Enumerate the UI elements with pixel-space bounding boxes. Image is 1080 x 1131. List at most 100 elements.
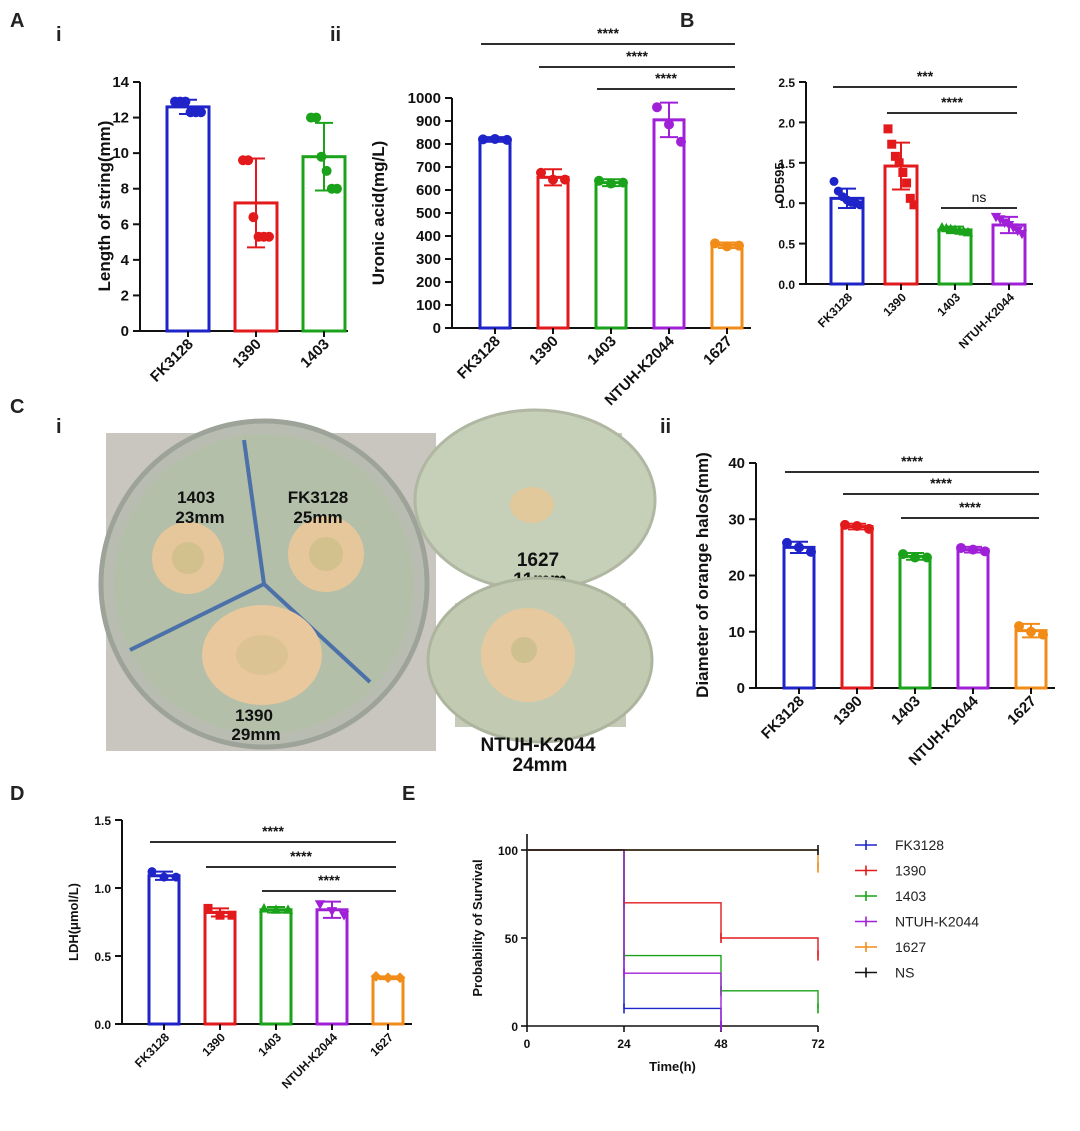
data-point-1390: [243, 155, 254, 166]
dish-label-1403-strain: 1403: [177, 488, 215, 507]
data-point-1627: [722, 241, 732, 252]
y-tick-label: 40: [728, 455, 745, 472]
data-point-ntuh-k2044: [999, 218, 1010, 228]
y-tick-label: 600: [416, 182, 441, 199]
data-point-1403: [594, 175, 604, 186]
data-point-1390: [887, 139, 897, 149]
x-tick-label-1403: 1403: [584, 333, 620, 369]
y-tick-label: 100: [416, 297, 441, 314]
y-axis-title: Length of string(mm): [95, 121, 114, 292]
x-tick-label-1403: 1403: [934, 290, 963, 319]
y-tick-label: 12: [112, 110, 129, 127]
bar-1627: [710, 243, 744, 330]
data-point-ntuh-k2044: [968, 544, 978, 555]
legend-label-1403: 1403: [895, 888, 926, 904]
legend-label-ns: NS: [895, 965, 914, 981]
sub-letter-a-i: i: [56, 24, 62, 46]
data-point-1627: [1038, 629, 1048, 640]
chart-uronic-acid: 0 100 200 300 400 500 600 700 800 900 1000 Uronic a…: [369, 25, 751, 409]
y-tick-label: 400: [416, 228, 441, 245]
x-tick-label-1390: 1390: [526, 333, 562, 369]
data-point-1403: [962, 226, 974, 237]
y-tick-label: 500: [416, 205, 441, 222]
data-point-1403: [316, 151, 327, 162]
data-point-1627: [1014, 621, 1024, 632]
x-tick-label-1403: 1403: [297, 336, 333, 372]
photo-dish-ntuh-k2044: NTUH-K2044 24mm: [426, 576, 654, 776]
y-tick-label: 6: [121, 216, 129, 233]
bar-1403: [259, 908, 293, 1026]
data-point-fk3128: [794, 542, 804, 553]
data-point-1390: [898, 167, 908, 177]
bar-1390: [536, 175, 570, 330]
photo-label-ntuh-k2044-strain: NTUH-K2044: [480, 735, 596, 756]
x-tick-label-1390: 1390: [199, 1030, 228, 1059]
data-point-1390: [248, 212, 259, 223]
y-tick-label: 10: [112, 145, 129, 162]
divider-line: [129, 582, 265, 652]
y-tick-label: 0.0: [94, 1018, 111, 1032]
data-point-fk3128: [502, 134, 512, 145]
x-tick-label-fk3128: FK3128: [454, 333, 504, 383]
data-point-ntuh-k2044: [652, 102, 662, 113]
divider-line: [242, 439, 266, 585]
bar-fk3128: [478, 137, 512, 330]
y-tick-label: 1.5: [778, 157, 795, 171]
photo-main-dish: 1403 23mm FK3128 25mm 1390 29mm: [98, 418, 436, 751]
bar-ntuh-k2044: [652, 118, 686, 330]
y-tick-label: 900: [416, 113, 441, 130]
data-point-1627: [734, 240, 744, 251]
y-tick-label: 8: [121, 181, 129, 198]
data-point-ntuh-k2044: [980, 546, 990, 557]
data-point-ntuh-k2044: [664, 119, 674, 130]
dish-label-1390-size: 29mm: [231, 725, 280, 744]
data-point-1390: [852, 521, 862, 531]
chart-survival: 0 50 100 0 24 48 72 Time(h) Probability of Survi…: [470, 834, 979, 1074]
data-point-1403: [618, 177, 628, 188]
significance-label: ****: [626, 48, 648, 64]
data-point-fk3128: [806, 546, 816, 557]
x-tick-label-fk3128: FK3128: [758, 693, 808, 743]
photo-dish-1627: 1627 11mm: [413, 408, 657, 592]
dish-label-fk3128-strain: FK3128: [288, 488, 348, 507]
data-point-1390: [203, 903, 213, 913]
y-tick-label: 2: [121, 287, 129, 304]
chart-orange-halos: 0 10 20 30 40 Diameter of orange halos(mm) FK3…: [693, 452, 1055, 769]
significance-label: ***: [917, 68, 934, 84]
data-point-1627: [1026, 626, 1036, 637]
data-point-ntuh-k2044: [956, 542, 966, 553]
dish-label-fk3128-size: 25mm: [293, 508, 342, 527]
x-tick-label-fk3128: FK3128: [815, 290, 855, 330]
x-tick-label: 72: [811, 1037, 825, 1051]
data-point-1403: [898, 549, 908, 560]
y-axis-title: Diameter of orange halos(mm): [693, 452, 712, 698]
significance-label: ns: [972, 189, 987, 205]
data-point-fk3128: [782, 537, 792, 548]
legend-label-ntuh-k2044: NTUH-K2044: [895, 914, 979, 930]
x-tick-label: 24: [617, 1037, 631, 1051]
data-point-1390: [215, 910, 225, 920]
bar-fk3128: [829, 196, 865, 286]
x-tick-label: 48: [714, 1037, 728, 1051]
x-tick-label-fk3128: FK3128: [147, 336, 197, 386]
y-axis-title: Probability of Survival: [470, 859, 485, 996]
dish-label-1403-size: 23mm: [175, 508, 224, 527]
data-point-1403: [282, 904, 294, 914]
legend-label-fk3128: FK3128: [895, 837, 944, 853]
data-point-1627: [382, 972, 394, 984]
bar-1627: [371, 976, 405, 1026]
x-tick-label-1390: 1390: [229, 336, 265, 372]
colony-ntuh-k2044: [511, 637, 537, 663]
data-point-1403: [606, 178, 616, 189]
colony-1627: [510, 487, 554, 523]
photo-label-ntuh-k2044-size: 24mm: [513, 755, 568, 776]
data-point-ntuh-k2044: [1016, 229, 1028, 240]
divider-line: [262, 582, 372, 684]
data-point-fk3128: [829, 176, 839, 186]
data-point-1390: [536, 167, 546, 178]
data-point-1403: [922, 552, 932, 563]
y-axis-title: Uronic acid(mg/L): [369, 141, 388, 286]
y-tick-label: 1.0: [94, 882, 111, 896]
data-point-ntuh-k2044: [338, 911, 350, 921]
